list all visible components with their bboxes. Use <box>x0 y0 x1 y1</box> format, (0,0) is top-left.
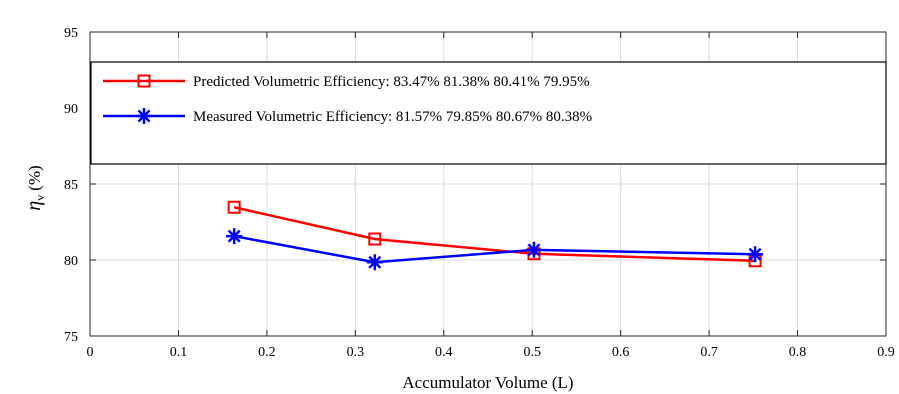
series-line <box>233 206 756 263</box>
x-tick-label: 0.6 <box>612 345 630 360</box>
data-series <box>226 200 764 271</box>
legend-entry: Measured Volumetric Efficiency: 81.57% 7… <box>103 108 592 125</box>
x-tick-label: 0.2 <box>258 345 276 360</box>
x-tick-label: 0.7 <box>700 345 718 360</box>
legend-label: Measured Volumetric Efficiency: 81.57% 7… <box>193 109 592 125</box>
series-line <box>233 234 756 264</box>
x-tick-label: 0.3 <box>347 345 365 360</box>
x-tick-label: 0.1 <box>170 345 188 360</box>
legend-label: Predicted Volumetric Efficiency: 83.47% … <box>193 74 590 90</box>
asterisk-marker <box>366 254 383 271</box>
y-tick-label: 80 <box>64 254 78 269</box>
axis-ticks: 0 0.1 0.2 0.3 0.4 0.5 0.6 0.7 0.8 0.9 75 80 85 90 95 <box>64 26 895 360</box>
y-axis-label: ηv (%) <box>23 165 47 210</box>
x-tick-label: 0.8 <box>789 345 807 360</box>
y-tick-label: 75 <box>64 330 78 345</box>
asterisk-stroke <box>368 255 382 269</box>
legend-entry: Predicted Volumetric Efficiency: 83.47% … <box>103 74 590 90</box>
square-marker <box>137 74 151 88</box>
asterisk-marker <box>747 246 764 263</box>
y-axis-symbol: η <box>23 201 45 211</box>
asterisk-stroke <box>137 109 151 123</box>
square-marker <box>227 200 241 214</box>
asterisk-marker <box>226 228 243 245</box>
axis-labels: Accumulator Volume (L) ηv (%) <box>23 165 574 392</box>
y-axis-unit: (%) <box>25 165 44 190</box>
legend: Predicted Volumetric Efficiency: 83.47% … <box>90 61 887 165</box>
series-asterisk <box>226 228 764 271</box>
asterisk-stroke <box>748 247 762 261</box>
y-axis-subscript: v <box>33 195 47 201</box>
asterisk-stroke <box>527 243 541 257</box>
square-marker <box>368 232 382 246</box>
x-tick-label: 0.5 <box>523 345 541 360</box>
asterisk-marker <box>525 241 542 258</box>
x-tick-label: 0.9 <box>877 345 895 360</box>
legend-box <box>90 61 887 165</box>
x-axis-label: Accumulator Volume (L) <box>402 373 573 392</box>
y-tick-label: 95 <box>64 26 78 41</box>
asterisk-marker <box>136 108 152 124</box>
x-tick-label: 0.4 <box>435 345 453 360</box>
x-tick-label: 0 <box>87 345 94 360</box>
asterisk-stroke <box>227 229 241 243</box>
y-tick-label: 90 <box>64 102 78 117</box>
y-tick-label: 85 <box>64 178 78 193</box>
